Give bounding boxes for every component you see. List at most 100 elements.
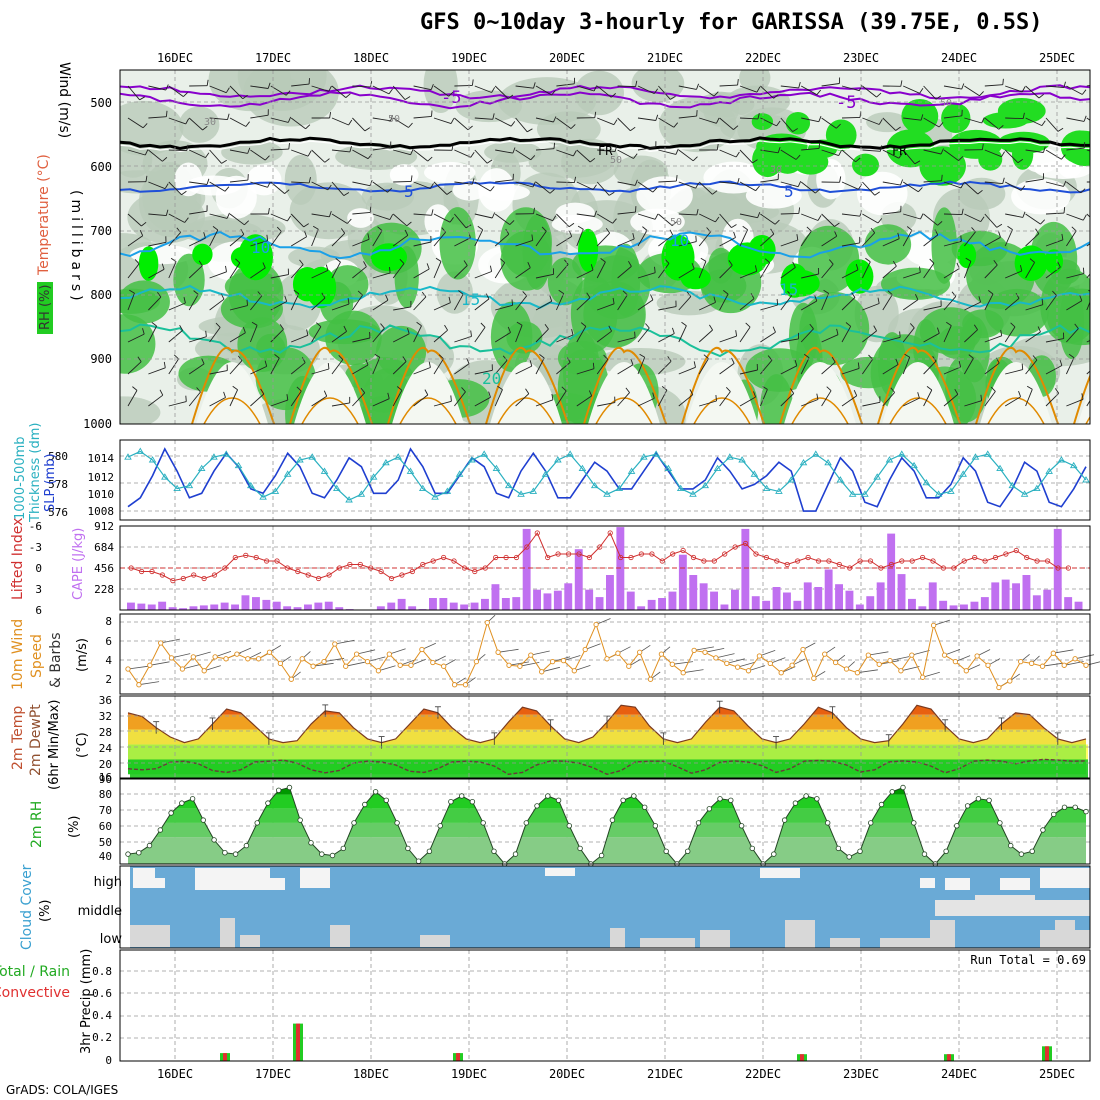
cape-bar — [522, 528, 531, 610]
wind-barb-flag — [245, 121, 250, 127]
cloud-low — [330, 925, 350, 947]
wind10-point — [451, 682, 458, 688]
wind-barb-flag — [363, 261, 367, 267]
wind-barb-flag — [934, 229, 939, 236]
wind-barb — [556, 83, 575, 87]
precip-convective-bar — [1045, 1046, 1049, 1061]
wind-barb — [392, 263, 405, 279]
wind-barb — [739, 396, 756, 407]
wind-barb — [372, 327, 385, 343]
cape-bar — [803, 582, 812, 610]
wind-barb — [719, 84, 738, 87]
wind-barb-flag — [485, 293, 490, 300]
wind-barb-flag — [993, 259, 998, 266]
cape-series — [120, 527, 1090, 610]
wind-barb — [699, 400, 717, 407]
li-point — [388, 575, 395, 582]
wind10-point — [745, 668, 752, 674]
wind-barb-flag — [877, 218, 883, 224]
wind-barb — [596, 213, 613, 224]
precip-tick-0: 0 — [105, 1054, 112, 1067]
rh-patch-low — [856, 171, 908, 216]
rh-label-50-a: 50 — [388, 114, 400, 125]
wind-barb — [413, 181, 431, 189]
thickness-tick-580: 580 — [48, 450, 68, 463]
wind-barb-flag — [389, 214, 394, 220]
precip-convective-bar — [296, 1023, 300, 1061]
thickness-point — [406, 467, 415, 474]
rh2m-ylabel-1-group: 2m RH — [29, 801, 45, 848]
wind-barb — [739, 326, 751, 343]
wind10-point — [223, 656, 229, 662]
cape-bar — [179, 608, 187, 610]
date-label-bottom-6: 22DEC — [745, 1067, 781, 1081]
thickness-point — [308, 453, 317, 460]
precip-panel: Run Total = 0.69 0.8 0.6 0.4 0.2 0 Total… — [0, 949, 1091, 1067]
wind-barb — [535, 148, 555, 151]
rh-point — [243, 842, 250, 849]
wind-barb-flag — [428, 361, 431, 368]
rh-point — [1008, 842, 1014, 849]
wind-barb-flag — [897, 232, 900, 239]
wind-barb — [923, 117, 940, 128]
wind10-point — [898, 668, 904, 674]
wind-barb-flag — [451, 144, 454, 151]
wind-barb — [719, 363, 735, 375]
cape-bar — [960, 604, 968, 610]
contour-label-neg5-a: -5 — [441, 88, 461, 108]
wind-barb-flag — [938, 122, 944, 128]
cloud-high — [300, 868, 330, 888]
rh-patch-low — [424, 161, 476, 184]
rh-patch-90 — [661, 234, 695, 281]
wind-barb-flag — [635, 80, 638, 87]
wind-barb — [658, 85, 671, 100]
wind-barb-flag — [406, 221, 412, 227]
wind-barb-flag — [737, 79, 739, 86]
slp-ylabel-2-group: Thickness (dm) — [28, 423, 43, 523]
wind-barb-flag — [327, 363, 330, 370]
wind-barb-flag — [507, 94, 514, 99]
wind-barb-flag — [407, 327, 410, 334]
wind-barb — [984, 213, 998, 228]
wind-barb — [964, 329, 978, 343]
thickness-point — [897, 450, 906, 457]
dewpoint-line — [127, 758, 1087, 776]
wind-barb — [209, 181, 226, 192]
wind10-point — [343, 663, 349, 669]
cape-bar — [918, 606, 927, 610]
wind-barb — [841, 181, 859, 190]
thickness-point — [222, 450, 231, 457]
wind10-point — [136, 682, 142, 688]
cloud-label-low: low — [100, 932, 123, 947]
wind-barb — [678, 181, 696, 189]
wind-barb-flag — [198, 260, 203, 266]
wind-barb-flag — [935, 95, 942, 100]
wind-barb — [209, 298, 225, 311]
wind-barb-flag — [826, 386, 832, 392]
wind-barb — [841, 116, 861, 119]
wind-barb — [739, 149, 753, 164]
wind-barb — [943, 394, 959, 407]
wind10-point — [974, 653, 980, 659]
wind10-point — [800, 646, 806, 653]
thickness-point — [750, 470, 759, 477]
wind-barb-flag — [715, 395, 717, 402]
wind-barb-flag — [1040, 219, 1046, 225]
rh-label-50-c: 50 — [670, 217, 682, 228]
wind-barb-flag — [914, 294, 919, 300]
wind-barb-flag — [488, 391, 491, 398]
wind-barb-flag — [904, 353, 910, 358]
wind-barb — [148, 116, 167, 119]
wind-barb — [168, 401, 187, 407]
wind-barb — [821, 293, 830, 311]
wind-barb — [290, 213, 305, 228]
wind-barb-flag — [946, 321, 952, 326]
wind10-point — [854, 670, 861, 676]
li-line — [131, 532, 1069, 582]
wind-barb — [699, 213, 716, 223]
wind-barb — [372, 272, 391, 279]
thickness-point — [1020, 490, 1029, 497]
rh-patch-50 — [436, 271, 473, 314]
wind-barb-flag — [673, 122, 679, 128]
li-point — [409, 568, 415, 575]
